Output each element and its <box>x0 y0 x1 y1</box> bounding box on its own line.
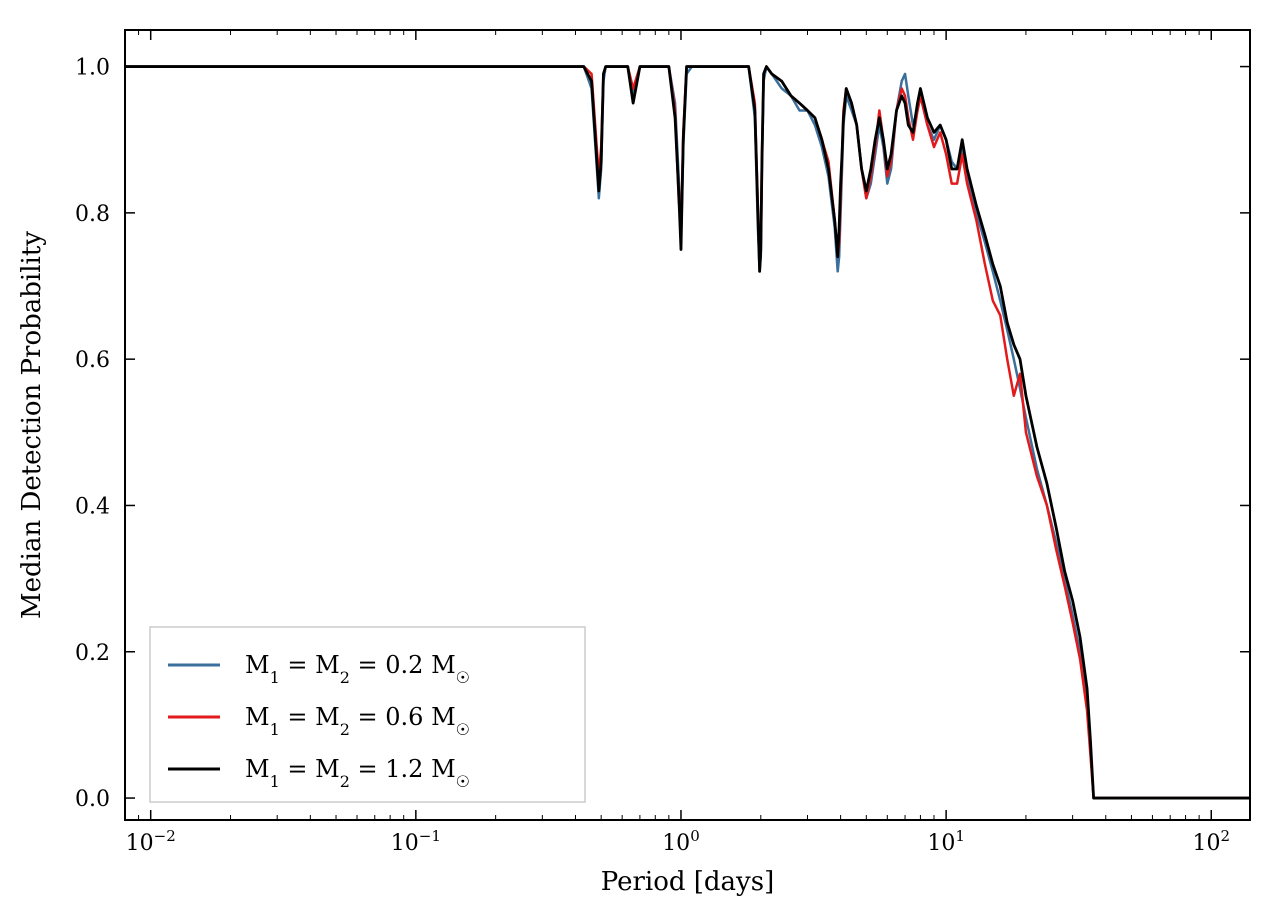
y-tick-label: 0.2 <box>75 641 110 666</box>
chart-container: 10−2 10−1 100 101 102 0.0 0.2 0.4 0.6 0.8 1.0 Perio… <box>0 0 1280 915</box>
x-axis-label: Period [days] <box>601 867 774 897</box>
y-tick-label: 1.0 <box>75 56 110 81</box>
chart-svg: 10−2 10−1 100 101 102 0.0 0.2 0.4 0.6 0.8 1.0 Perio… <box>0 0 1280 915</box>
y-tick-label: 0.8 <box>75 202 110 227</box>
y-axis-label: Median Detection Probability <box>17 231 47 619</box>
y-tick-label: 0.6 <box>75 348 110 373</box>
x-tick-label: 100 <box>662 827 700 856</box>
y-tick-label: 0.0 <box>75 787 110 812</box>
x-tick-label: 10−1 <box>391 827 441 856</box>
y-tick-label: 0.4 <box>75 494 110 519</box>
x-tick-label: 102 <box>1192 827 1230 856</box>
x-tick-label: 10−2 <box>126 827 176 856</box>
x-tick-label: 101 <box>927 827 965 856</box>
